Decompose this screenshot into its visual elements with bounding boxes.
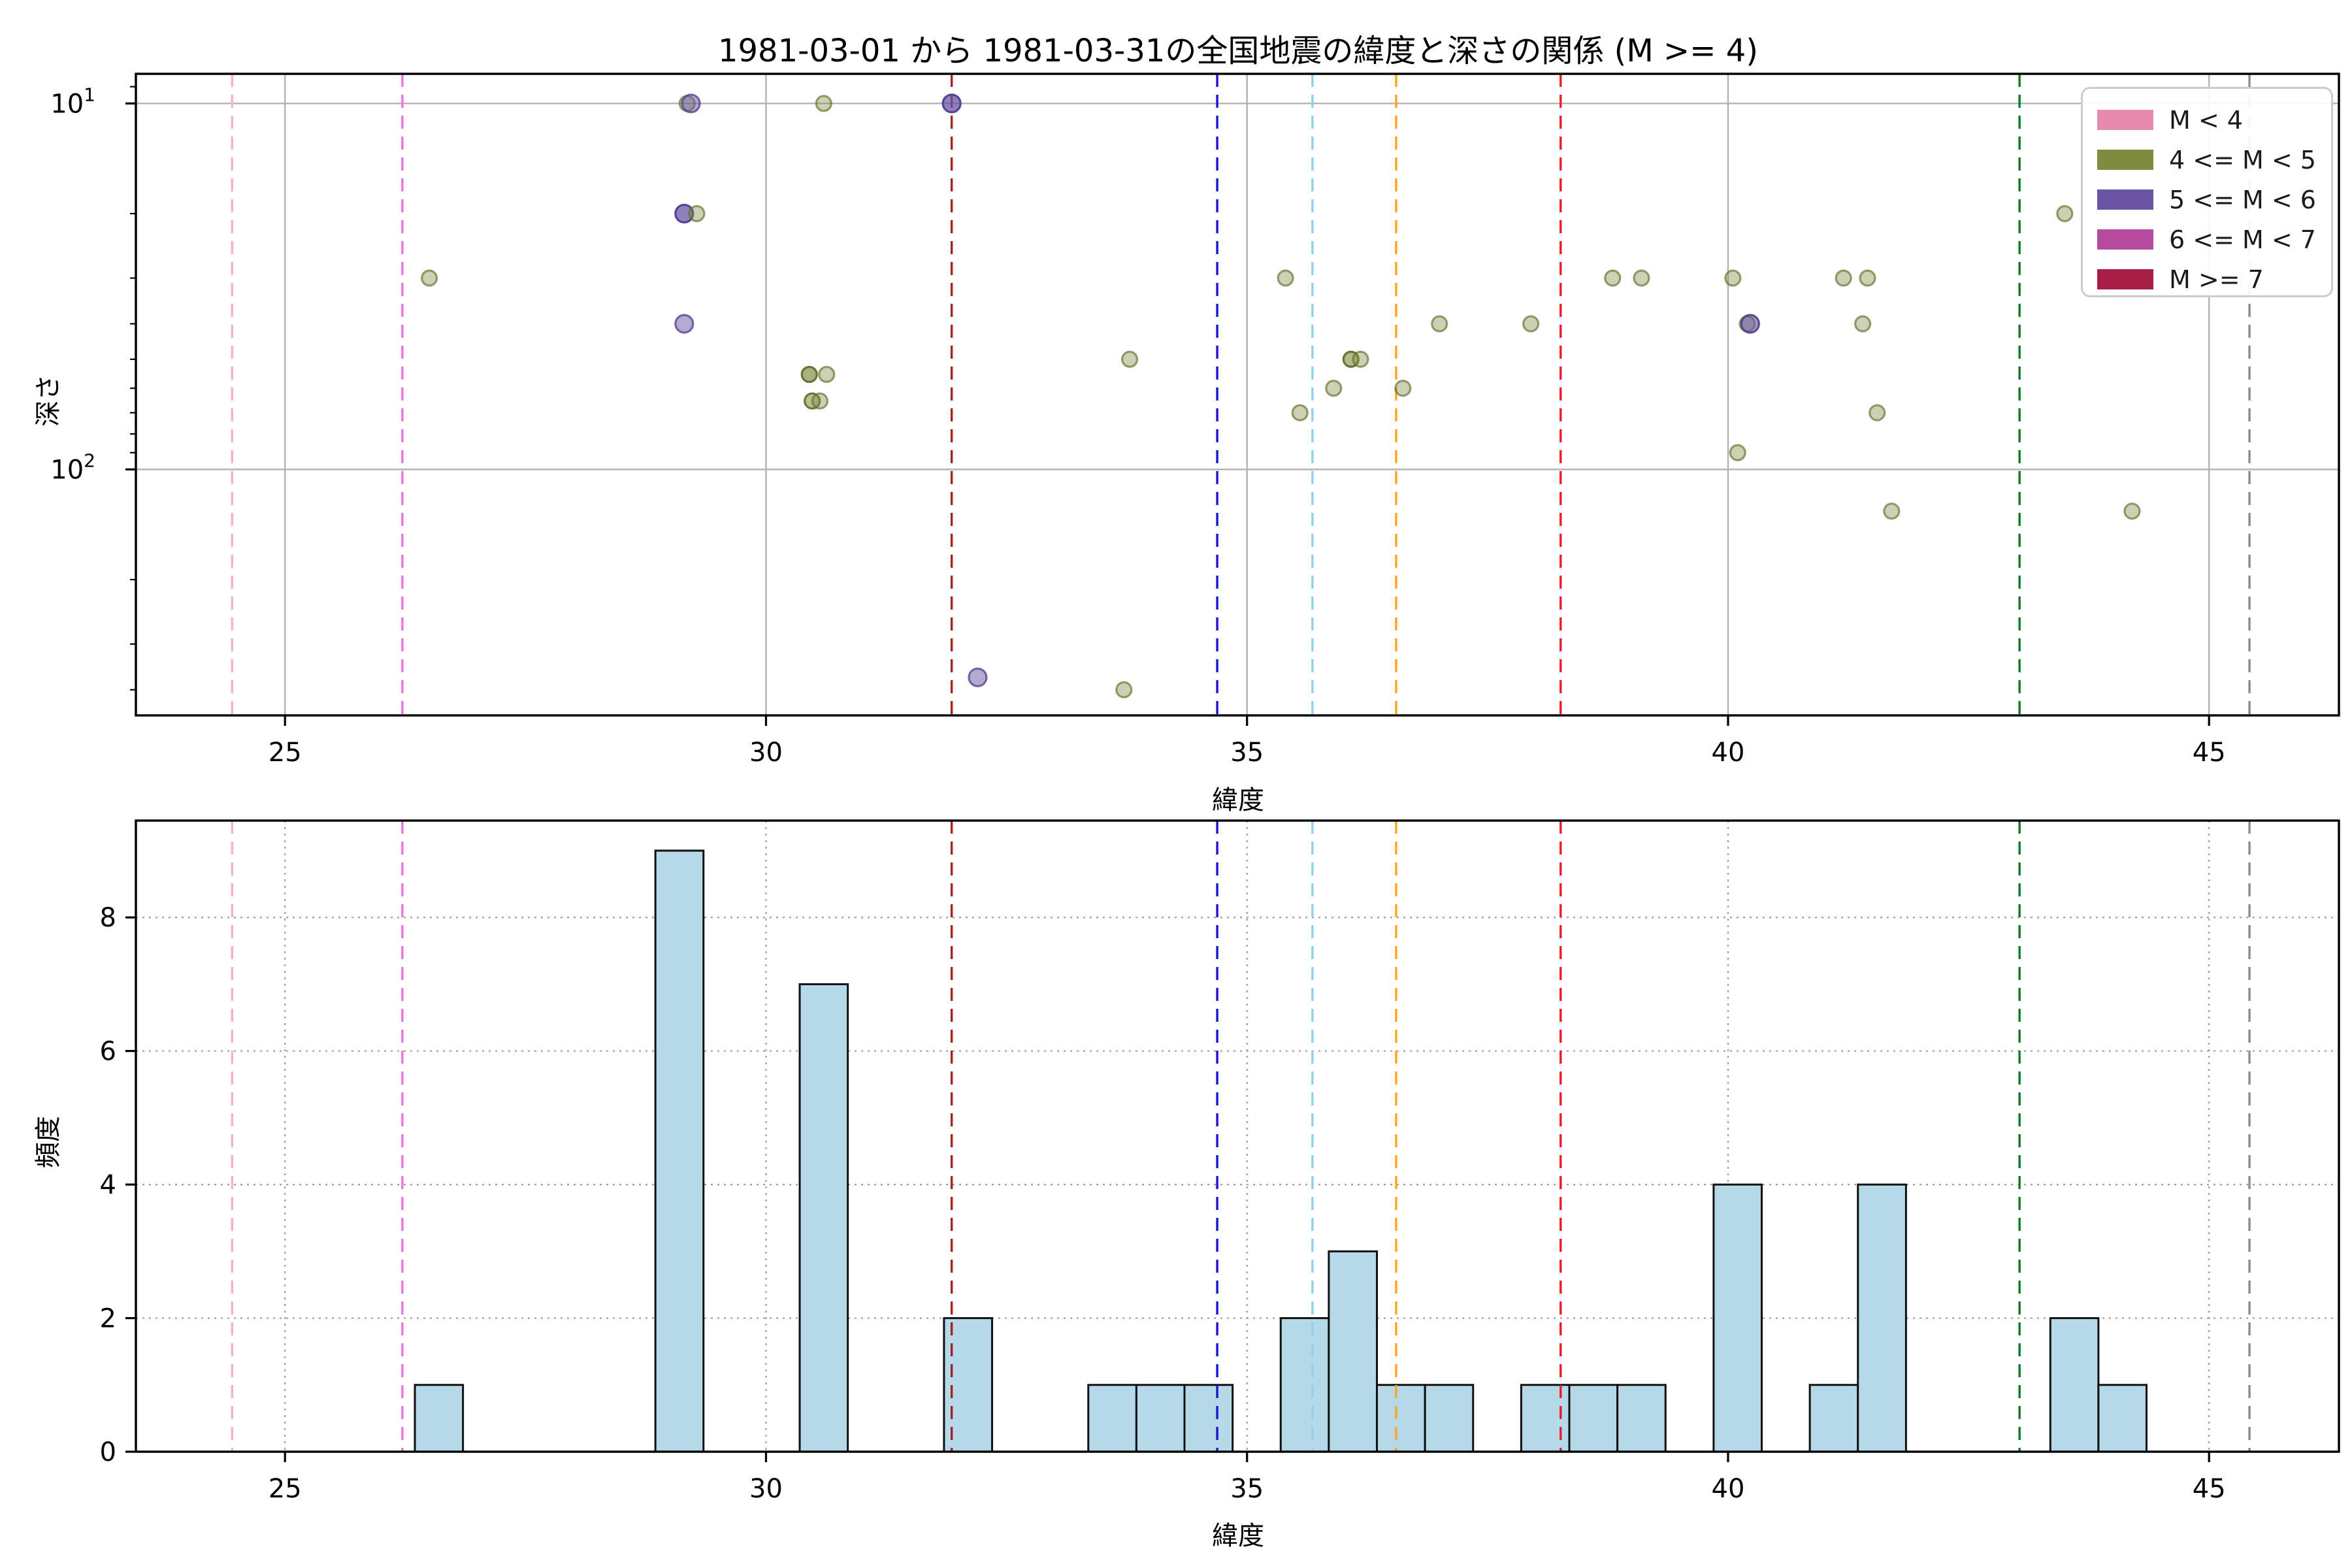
bottom-yaxis-label: 頻度: [33, 1116, 63, 1168]
scatter-point: [1431, 315, 1448, 333]
axis-ticks: 25 30 35 40 45 25 30 35 40 45 101 102 0 2 4 6 8: [50, 84, 2225, 1504]
y-tick-label: 101: [50, 84, 95, 119]
x-tick-label: 25: [269, 738, 302, 768]
histogram-bar: [414, 1384, 465, 1453]
top-vlines: [231, 74, 2251, 715]
x-tick-label: 30: [749, 738, 783, 768]
legend: M < 4 4 <= M < 5 5 <= M < 6 6 <= M < 7 M >= …: [2081, 87, 2333, 297]
histogram-bar: [2097, 1384, 2148, 1453]
scatter-point: [1729, 444, 1746, 461]
scatter-point: [421, 269, 438, 287]
scatter-point: [800, 365, 818, 384]
x-tick-label: 45: [2193, 1474, 2226, 1504]
top-xaxis-label: 緯度: [1212, 785, 1264, 815]
histogram-bar: [1328, 1250, 1379, 1453]
scatter-point: [1869, 404, 1886, 421]
histogram-bar: [1857, 1183, 1907, 1453]
x-tick-label: 35: [1230, 738, 1264, 768]
histogram-bar: [1808, 1384, 1859, 1453]
top-grid: [136, 74, 2339, 715]
histogram-bar: [1376, 1384, 1426, 1453]
scatter-point: [681, 93, 701, 114]
legend-swatch: [2097, 150, 2153, 170]
histogram-bar: [1568, 1384, 1619, 1453]
scatter-point: [688, 204, 706, 223]
x-tick-label: 30: [749, 1474, 783, 1504]
x-tick-label: 25: [269, 1474, 302, 1504]
legend-label: 6 <= M < 7: [2169, 225, 2316, 254]
histogram-bar: [1135, 1384, 1186, 1453]
legend-label: 4 <= M < 5: [2169, 145, 2316, 174]
scatter-point: [1291, 404, 1309, 421]
histogram-bar: [1616, 1384, 1667, 1453]
legend-label: M < 4: [2169, 105, 2243, 135]
scatter-point: [1724, 269, 1742, 287]
scatter-point: [2056, 204, 2074, 223]
histogram-bar: [1712, 1183, 1763, 1453]
scatter-point: [818, 365, 836, 384]
spines: [135, 73, 2340, 1453]
scatter-point: [1854, 315, 1872, 333]
histogram-bar: [1087, 1384, 1137, 1453]
histogram-bar: [2049, 1317, 2100, 1453]
x-tick-label: 40: [1712, 738, 1745, 768]
scatter-point: [815, 95, 832, 112]
scatter-point: [1835, 269, 1852, 287]
legend-swatch: [2097, 189, 2153, 210]
y-tick-label: 8: [100, 903, 116, 933]
legend-item: M < 4: [2083, 100, 2331, 140]
scatter-point: [674, 314, 694, 334]
scatter-point: [674, 203, 694, 224]
histogram-bar: [1279, 1317, 1330, 1453]
histogram-bar: [1520, 1384, 1571, 1453]
scatter-point: [1120, 350, 1139, 368]
histogram-bars: [414, 849, 2148, 1453]
bottom-xaxis-label: 緯度: [1212, 1521, 1264, 1551]
y-tick-label: 4: [100, 1170, 116, 1200]
histogram-bar: [654, 849, 705, 1453]
histogram-bar: [1183, 1384, 1234, 1453]
y-tick-label: 6: [100, 1037, 116, 1067]
y-tick-label: 102: [50, 450, 95, 485]
legend-swatch: [2097, 229, 2153, 250]
scatter-point: [1883, 502, 1901, 520]
scatter-point: [1325, 380, 1343, 397]
scatter-point: [1394, 380, 1412, 397]
bottom-vlines: [231, 821, 2251, 1452]
legend-swatch: [2097, 110, 2153, 130]
scatter-point: [811, 392, 829, 410]
scatter-point: [1522, 315, 1540, 333]
x-tick-label: 45: [2193, 738, 2226, 768]
y-tick-label: 0: [100, 1437, 116, 1467]
y-tick-label: 2: [100, 1304, 116, 1334]
legend-label: 5 <= M < 6: [2169, 185, 2316, 214]
scatter-point: [1352, 350, 1369, 368]
chart-title: 1981-03-01 から 1981-03-31の全国地震の緯度と深さの関係 (…: [717, 33, 1759, 69]
scatter-point: [941, 93, 962, 114]
legend-item: 4 <= M < 5: [2083, 140, 2331, 180]
legend-label: M >= 7: [2169, 265, 2264, 294]
legend-swatch: [2097, 269, 2153, 289]
legend-item: 6 <= M < 7: [2083, 220, 2331, 259]
top-yaxis-label: 深さ: [33, 374, 63, 427]
scatter-point: [1115, 681, 1133, 698]
x-tick-label: 35: [1230, 1474, 1264, 1504]
legend-item: 5 <= M < 6: [2083, 180, 2331, 220]
histogram-bar: [1424, 1384, 1475, 1453]
bottom-grid: [136, 821, 2339, 1452]
scatter-point: [1604, 269, 1622, 287]
x-tick-label: 40: [1712, 1474, 1745, 1504]
scatter-point: [1633, 269, 1650, 287]
scatter-point: [968, 667, 988, 687]
scatter-points: [421, 93, 2141, 698]
histogram-bar: [798, 983, 849, 1453]
scatter-point: [1277, 269, 1294, 287]
scatter-point: [2123, 502, 2141, 520]
scatter-point: [1859, 269, 1876, 287]
legend-item: M >= 7: [2083, 259, 2331, 299]
scatter-point: [1740, 314, 1760, 334]
